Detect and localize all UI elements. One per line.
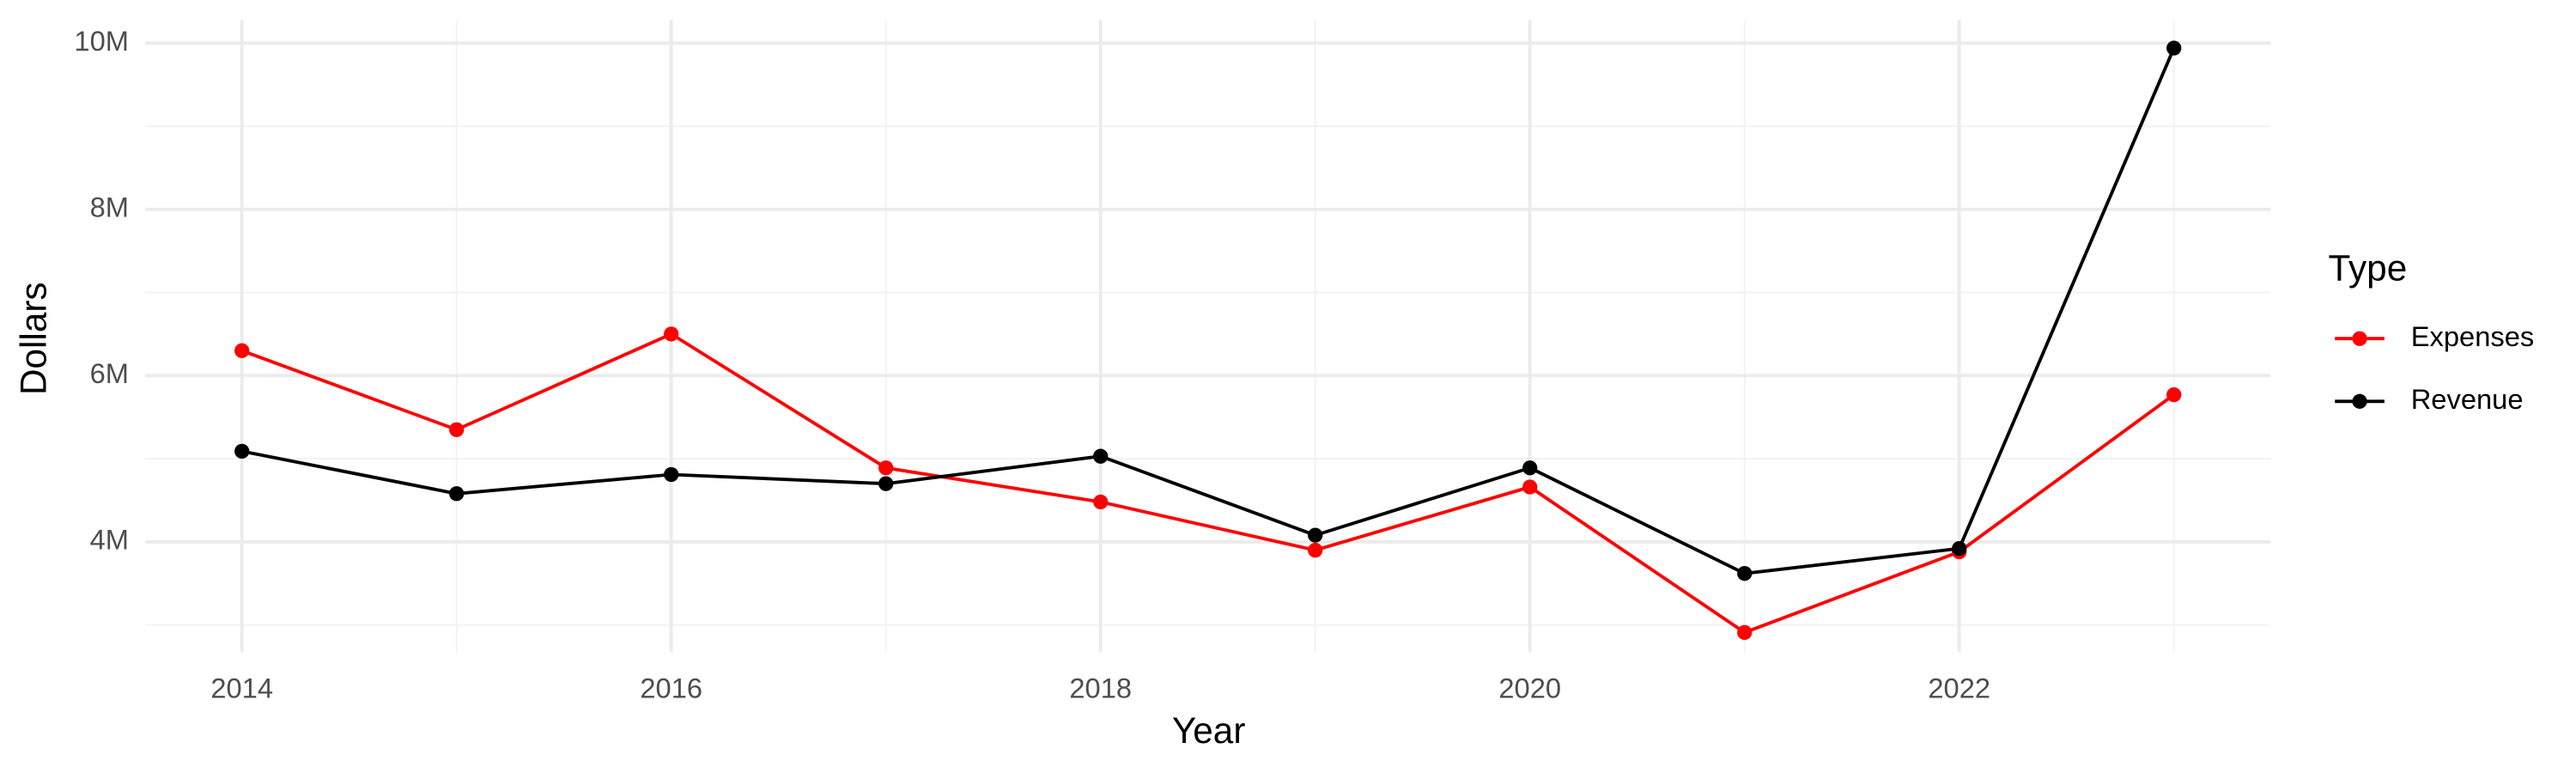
x-tick-label: 2020 [1498, 672, 1561, 703]
data-point [878, 476, 894, 491]
data-point [1093, 494, 1109, 510]
x-tick-label: 2018 [1069, 672, 1132, 703]
x-tick-label: 2022 [1928, 672, 1990, 703]
data-point [234, 443, 250, 460]
y-tick-label: 10M [74, 25, 129, 57]
legend-key-point [2352, 331, 2367, 346]
data-point [1522, 460, 1538, 476]
x-tick-label: 2014 [210, 672, 273, 703]
y-tick-label: 8M [90, 191, 129, 222]
data-point [664, 326, 679, 342]
y-tick-label: 6M [90, 357, 129, 389]
data-point [1308, 542, 1323, 558]
data-point [1308, 527, 1323, 543]
data-point [234, 343, 250, 358]
y-tick-label: 4M [90, 524, 129, 556]
data-point [1093, 448, 1109, 464]
x-axis-title: Year [1172, 710, 1245, 751]
legend-key-point [2352, 393, 2367, 409]
data-point [449, 422, 465, 437]
data-point [2166, 40, 2182, 56]
data-point [1522, 479, 1538, 495]
legend-label: Revenue [2411, 383, 2524, 415]
data-point [1952, 540, 1967, 557]
data-point [878, 460, 894, 476]
data-point [1737, 566, 1753, 581]
data-point [2166, 386, 2182, 403]
y-axis-title: Dollars [13, 282, 53, 395]
legend-title: Type [2329, 248, 2408, 289]
data-point [664, 466, 679, 483]
data-point [1737, 624, 1753, 641]
legend-label: Expenses [2411, 320, 2535, 352]
series-line [241, 332, 2175, 635]
series-line [241, 47, 2176, 575]
data-point [449, 486, 465, 502]
x-tick-label: 2016 [640, 672, 702, 703]
